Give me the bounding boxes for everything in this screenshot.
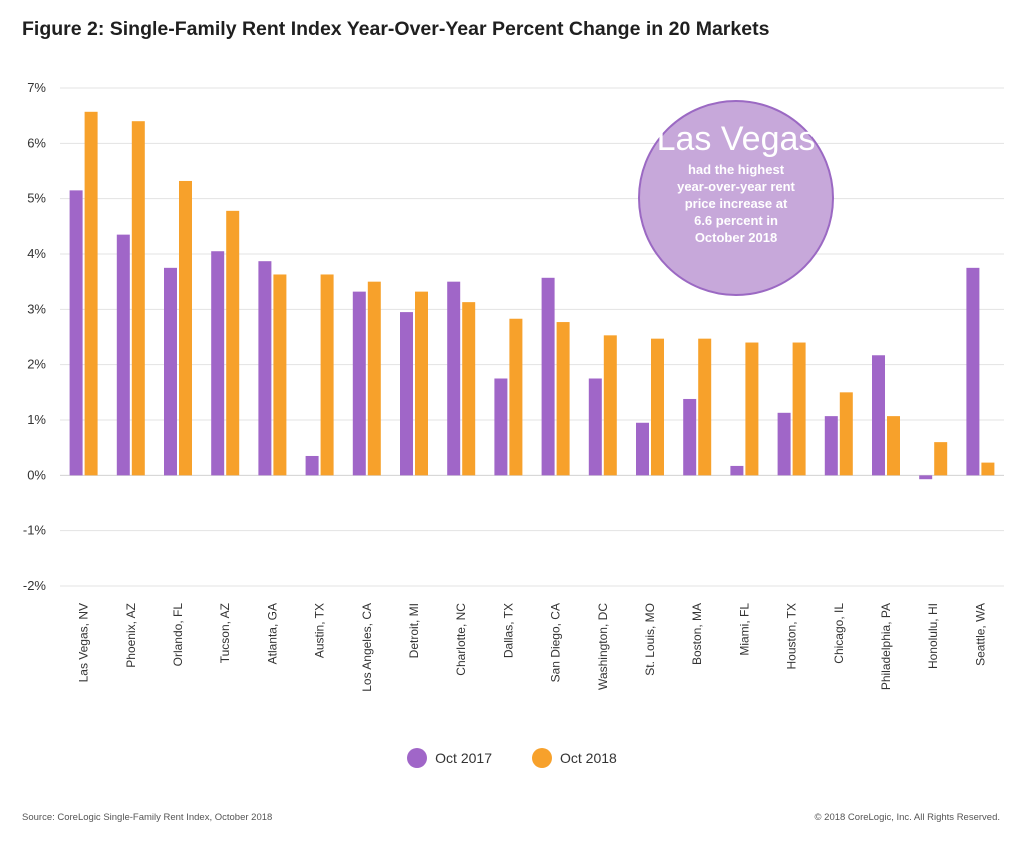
legend-swatch-oct2018 [532,748,552,768]
bar-oct2017 [636,422,649,476]
category-labels: Las Vegas, NV Phoenix, AZ Orlando, FL Tucso… [77,603,988,692]
y-tick-label: 6% [27,135,46,150]
y-tick-label: -2% [23,578,47,593]
bar-oct2018 [509,318,523,476]
bar-oct2018 [839,392,853,476]
category-label: Charlotte, NC [454,603,468,676]
category-label: Chicago, IL [832,603,846,664]
callout-line-5: October 2018 [695,230,777,245]
legend-swatch-oct2017 [407,748,428,768]
bar-oct2017 [69,190,83,476]
legend-item-oct2017: Oct 2017 [407,748,492,768]
bar-oct2017 [352,291,366,476]
bar-oct2017 [872,355,885,476]
bar-oct2018 [131,121,145,476]
y-tick-label: -1% [23,523,47,538]
category-label: Los Angeles, CA [360,603,374,692]
category-label: Houston, TX [785,603,799,669]
bar-oct2018 [462,302,476,476]
bar-oct2017 [919,475,933,480]
category-label: Washington, DC [596,603,610,690]
bar-oct2017 [447,281,461,476]
bar-oct2018 [556,322,570,476]
bar-oct2017 [777,412,791,476]
bar-oct2018 [698,338,712,476]
y-tick-label: 5% [27,191,46,206]
bar-oct2018 [179,180,192,476]
y-tick-label: 7% [27,80,46,95]
category-label: Austin, TX [313,603,327,658]
bar-oct2017 [683,398,697,476]
legend: Oct 2017 Oct 2018 [0,748,1024,768]
category-label: Orlando, FL [171,603,185,667]
bars [69,111,995,480]
category-label: Atlanta, GA [265,603,279,664]
y-tick-label: 0% [27,467,46,482]
bar-oct2018 [887,416,900,476]
bar-oct2018 [651,338,664,476]
category-label: Detroit, MI [407,603,421,658]
bar-oct2018 [84,111,98,476]
category-label: Tucson, AZ [218,603,232,663]
category-label: St. Louis, MO [643,603,657,676]
bar-oct2018 [603,335,617,476]
bar-oct2018 [792,342,806,476]
category-label: Miami, FL [737,603,751,656]
bar-oct2018 [934,442,948,476]
callout: Las Vegas had the highest year-over-year… [638,100,834,296]
callout-line-4: 6.6 percent in [694,213,778,228]
y-tick-label: 1% [27,412,46,427]
y-tick-label: 2% [27,357,46,372]
category-label: Honolulu, HI [926,603,940,669]
chart-title: Figure 2: Single-Family Rent Index Year-… [22,18,770,40]
callout-circle [638,100,834,296]
category-label: Las Vegas, NV [77,603,91,682]
bar-oct2017 [966,267,980,476]
copyright-note: © 2018 CoreLogic, Inc. All Rights Reserv… [814,812,1000,823]
bar-oct2018 [367,281,381,476]
bar-oct2018 [320,274,334,476]
bar-oct2018 [745,342,759,476]
bar-oct2018 [226,210,240,476]
bar-oct2017 [588,378,602,476]
category-label: Seattle, WA [973,603,987,666]
bar-oct2017 [305,455,319,476]
y-tick-label: 4% [27,246,46,261]
y-tick-label: 3% [27,301,46,316]
legend-label-oct2018: Oct 2018 [560,750,617,766]
bar-oct2017 [211,251,225,476]
gridlines [60,87,1004,587]
category-label: Boston, MA [690,603,704,665]
bar-oct2017 [116,234,130,476]
bar-oct2017 [164,267,177,476]
legend-item-oct2018: Oct 2018 [532,748,617,768]
category-label: Philadelphia, PA [879,603,893,690]
category-label: Phoenix, AZ [124,603,138,668]
bar-oct2017 [730,465,744,476]
bar-oct2017 [494,378,508,476]
bar-oct2017 [400,312,413,476]
bar-oct2017 [258,261,272,476]
source-note: Source: CoreLogic Single-Family Rent Ind… [22,812,273,823]
legend-label-oct2017: Oct 2017 [435,750,492,766]
bar-oct2017 [824,416,838,476]
callout-line-2: year-over-year rent [677,179,795,194]
bar-oct2018 [415,291,428,476]
y-axis-ticks: 7% 6% 5% 4% 3% 2% 1% 0% -1% -2% [23,80,47,593]
bar-oct2017 [541,277,555,476]
category-label: San Diego, CA [549,603,563,682]
callout-line-1: had the highest [688,162,785,177]
bar-oct2018 [273,274,287,476]
callout-line-3: price increase at [685,196,788,211]
callout-city: Las Vegas [657,120,816,158]
bar-oct2018 [981,462,995,476]
category-label: Dallas, TX [501,603,515,658]
